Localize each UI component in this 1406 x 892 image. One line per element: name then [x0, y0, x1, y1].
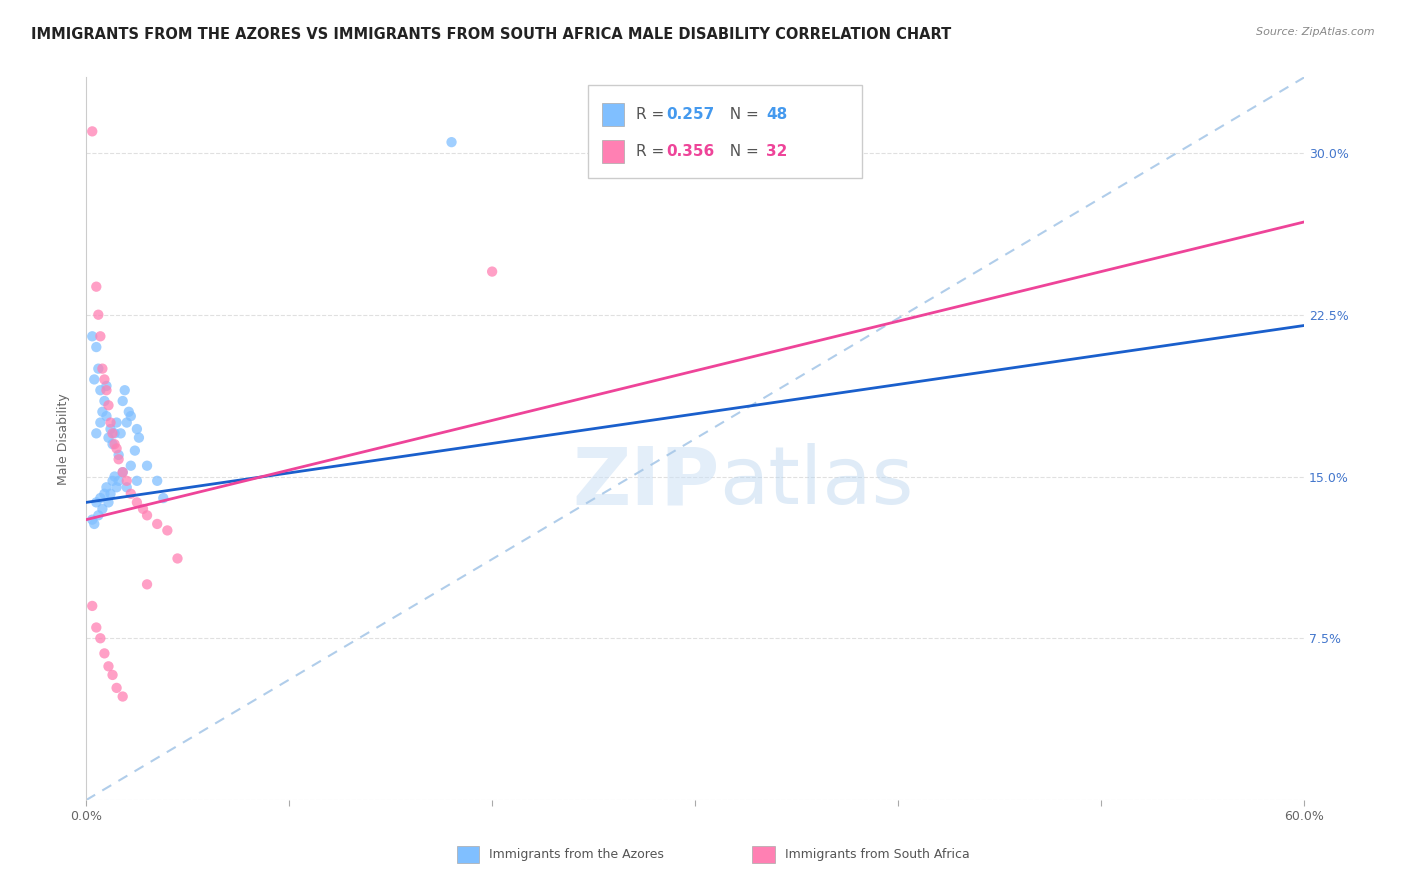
- Point: [111, 465, 134, 479]
- Point: [114, 383, 136, 397]
- Text: 32: 32: [766, 145, 787, 159]
- Point: [105, 681, 128, 695]
- Point: [96, 480, 118, 494]
- Point: [111, 690, 134, 704]
- Point: [132, 501, 155, 516]
- Point: [84, 340, 107, 354]
- Text: R =: R =: [636, 145, 669, 159]
- Point: [89, 632, 111, 646]
- Point: [93, 646, 115, 660]
- Point: [120, 458, 142, 473]
- Point: [84, 426, 107, 441]
- Text: Source: ZipAtlas.com: Source: ZipAtlas.com: [1257, 27, 1375, 37]
- Point: [120, 409, 142, 423]
- Point: [83, 372, 105, 386]
- Point: [101, 474, 124, 488]
- Text: 0.257: 0.257: [666, 107, 714, 121]
- Point: [101, 668, 124, 682]
- Point: [96, 409, 118, 423]
- Point: [136, 458, 159, 473]
- Point: [152, 491, 174, 505]
- Point: [82, 513, 104, 527]
- Point: [166, 551, 188, 566]
- Point: [93, 372, 115, 386]
- Point: [93, 394, 115, 409]
- Text: ZIP: ZIP: [572, 443, 720, 521]
- Point: [105, 480, 128, 494]
- Point: [125, 422, 148, 436]
- Text: IMMIGRANTS FROM THE AZORES VS IMMIGRANTS FROM SOUTH AFRICA MALE DISABILITY CORRE: IMMIGRANTS FROM THE AZORES VS IMMIGRANTS…: [31, 27, 952, 42]
- Point: [89, 329, 111, 343]
- Point: [97, 398, 120, 412]
- Text: atlas: atlas: [720, 443, 914, 521]
- Point: [115, 480, 138, 494]
- Point: [125, 474, 148, 488]
- Point: [96, 379, 118, 393]
- Point: [124, 443, 146, 458]
- Point: [107, 474, 129, 488]
- Point: [97, 431, 120, 445]
- Point: [105, 442, 128, 456]
- Point: [115, 474, 138, 488]
- Point: [97, 495, 120, 509]
- Point: [91, 405, 114, 419]
- Point: [97, 659, 120, 673]
- Point: [82, 329, 104, 343]
- Point: [87, 361, 110, 376]
- Point: [87, 508, 110, 523]
- Point: [84, 495, 107, 509]
- Point: [96, 383, 118, 397]
- Point: [107, 448, 129, 462]
- Point: [103, 437, 125, 451]
- Point: [84, 620, 107, 634]
- Point: [103, 426, 125, 441]
- Point: [146, 516, 169, 531]
- Point: [100, 422, 122, 436]
- Point: [82, 124, 104, 138]
- Point: [481, 264, 503, 278]
- Text: N =: N =: [720, 107, 763, 121]
- Point: [115, 416, 138, 430]
- Y-axis label: Male Disability: Male Disability: [58, 392, 70, 484]
- Point: [110, 426, 132, 441]
- Point: [156, 524, 179, 538]
- Point: [83, 516, 105, 531]
- Point: [89, 491, 111, 505]
- Point: [87, 308, 110, 322]
- Point: [111, 465, 134, 479]
- Point: [82, 599, 104, 613]
- Point: [107, 452, 129, 467]
- Point: [118, 405, 141, 419]
- Point: [105, 416, 128, 430]
- Point: [84, 279, 107, 293]
- Text: N =: N =: [720, 145, 763, 159]
- Point: [93, 487, 115, 501]
- Point: [89, 383, 111, 397]
- Text: 48: 48: [766, 107, 787, 121]
- Point: [111, 394, 134, 409]
- Point: [125, 495, 148, 509]
- Point: [128, 431, 150, 445]
- Point: [440, 135, 463, 149]
- Point: [91, 361, 114, 376]
- Point: [101, 437, 124, 451]
- Point: [100, 487, 122, 501]
- Point: [120, 487, 142, 501]
- Point: [100, 416, 122, 430]
- Point: [136, 508, 159, 523]
- Text: 0.356: 0.356: [666, 145, 714, 159]
- Point: [136, 577, 159, 591]
- Text: Immigrants from South Africa: Immigrants from South Africa: [785, 848, 969, 861]
- Text: Immigrants from the Azores: Immigrants from the Azores: [489, 848, 664, 861]
- Point: [101, 426, 124, 441]
- Text: R =: R =: [636, 107, 669, 121]
- Point: [146, 474, 169, 488]
- Point: [91, 501, 114, 516]
- Point: [103, 469, 125, 483]
- Point: [89, 416, 111, 430]
